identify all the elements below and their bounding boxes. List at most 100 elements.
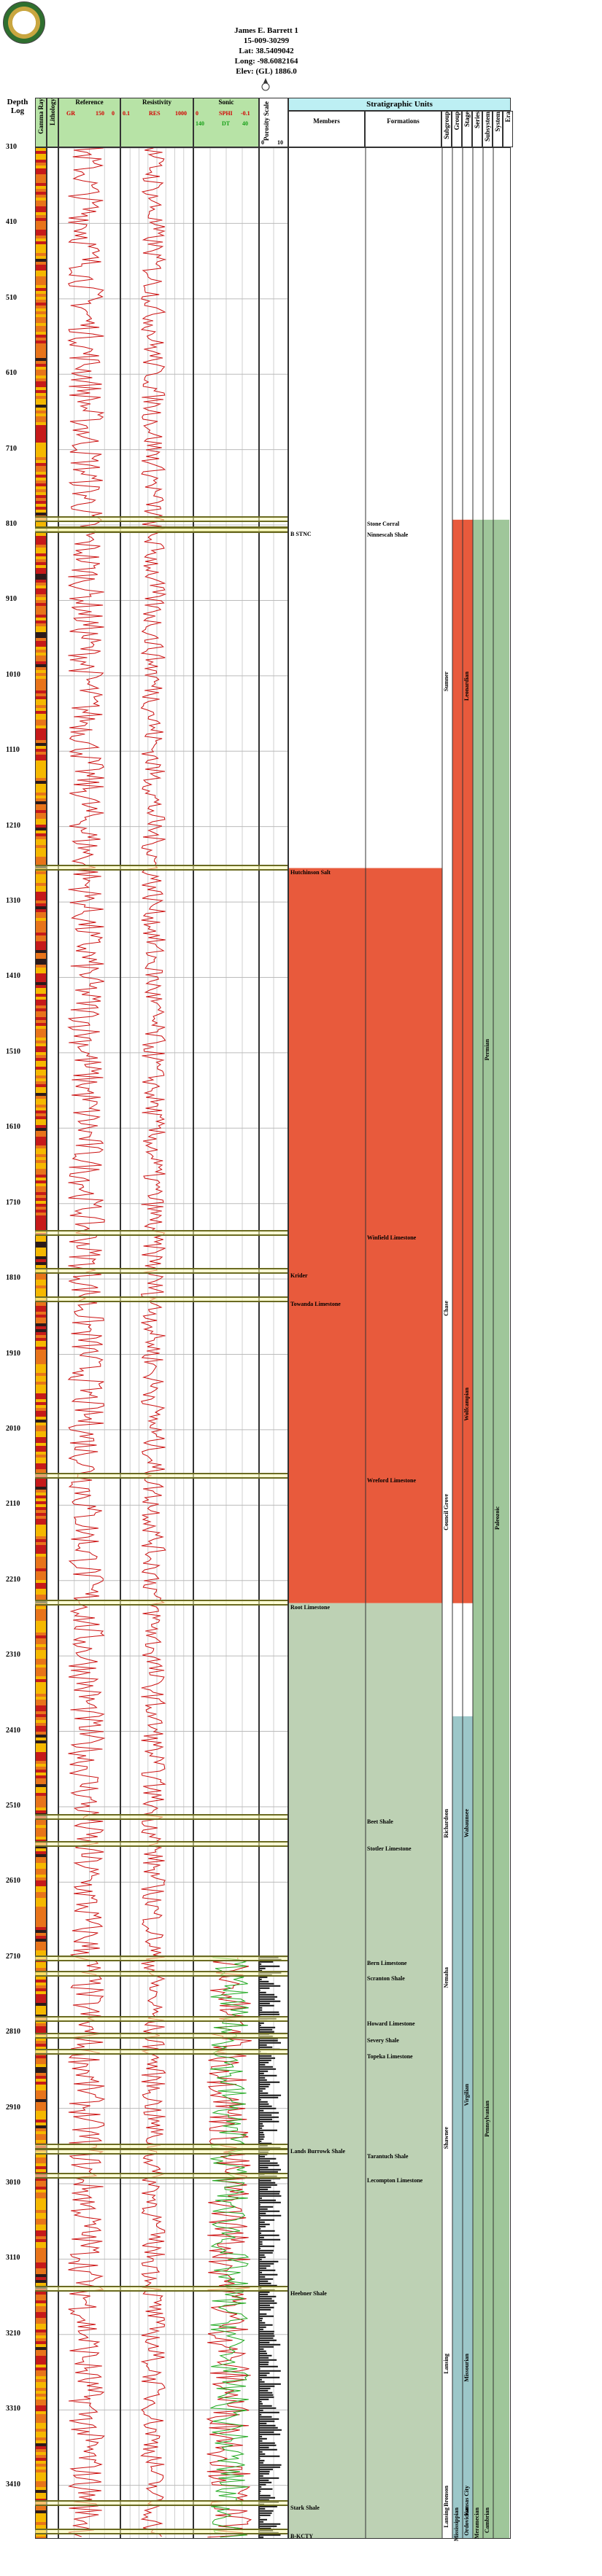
gr-color-cell (36, 1557, 46, 1560)
gr-color-cell (36, 935, 46, 938)
gr-color-cell (36, 746, 46, 749)
gr-color-cell (36, 2516, 46, 2519)
gr-color-cell (36, 1606, 46, 1609)
gr-color-cell (36, 291, 46, 294)
gr-color-cell (36, 825, 46, 828)
gr-color-cell (36, 2335, 46, 2338)
depth-label: 1410 (6, 972, 20, 981)
gr-color-cell (36, 2128, 46, 2131)
gr-color-cell (36, 644, 46, 647)
gr-color-cell (36, 443, 46, 445)
gr-color-cell (36, 585, 46, 588)
gr-color-cell (36, 1498, 46, 1501)
gr-color-cell (36, 1892, 46, 1895)
gr-color-cell (36, 352, 46, 355)
gr-color-cell (36, 848, 46, 851)
reference-title: Reference (75, 98, 104, 106)
gr-color-cell (36, 571, 46, 574)
gr-color-cell (36, 151, 46, 154)
formation-label: Towanda Limestone (290, 1301, 341, 1308)
gr-color-cell (36, 2297, 46, 2300)
gr-color-cell (36, 2087, 46, 2090)
depth-label: 2610 (6, 1877, 20, 1886)
formation-label: Heebner Shale (290, 2289, 327, 2297)
gr-color-cell (36, 941, 46, 944)
gr-color-cell (36, 623, 46, 626)
gr-color-cell (36, 708, 46, 711)
gr-color-cell (36, 565, 46, 568)
gr-color-cell (36, 1003, 46, 1005)
gr-color-cell (36, 521, 46, 524)
gr-color-cell (36, 1863, 46, 1866)
gr-color-cell (36, 1880, 46, 1883)
gr-color-cell (36, 690, 46, 693)
gr-color-cell (36, 2519, 46, 2522)
log-curve (209, 1957, 250, 2538)
depth-label: 3310 (6, 2405, 20, 2413)
gr-color-cell (36, 1828, 46, 1831)
gr-color-cell (36, 533, 46, 536)
formations-title: Formations (387, 117, 420, 125)
formation-top-band (35, 1599, 288, 1606)
gr-color-cell (36, 626, 46, 629)
gr-color-cell (36, 1673, 46, 1676)
gr-color-cell (36, 1084, 46, 1087)
formation-label: Tarantuch Shale (367, 2152, 409, 2160)
gr-color-cell (36, 241, 46, 244)
gr-color-cell (36, 2472, 46, 2475)
gr-color-cell (36, 2318, 46, 2321)
gr-color-cell (36, 230, 46, 233)
gr-color-cell (36, 959, 46, 962)
gr-color-cell (36, 1568, 46, 1571)
gr-color-cell (36, 1522, 46, 1525)
gr-color-cell (36, 553, 46, 556)
gr-color-cell (36, 638, 46, 641)
dt-min: 140 (196, 120, 204, 127)
formation-top-band (35, 2015, 288, 2022)
gr-color-cell (36, 1143, 46, 1145)
gr-color-cell (36, 650, 46, 653)
gr-min: 150 (96, 110, 104, 117)
gr-color-cell (36, 375, 46, 378)
gr-color-cell (36, 1078, 46, 1081)
gr-color-cell (36, 183, 46, 186)
gr-color-cell (36, 988, 46, 991)
lithology-title: Lithology (49, 98, 56, 126)
gr-color-cell (36, 1735, 46, 1738)
gr-color-cell (36, 2082, 46, 2085)
gr-color-cell (36, 1005, 46, 1008)
gr-color-cell (36, 1507, 46, 1510)
gr-color-cell (36, 1280, 46, 1283)
gr-color-cell (36, 1029, 46, 1032)
gr-color-cell (36, 1306, 46, 1309)
gr-color-cell (36, 463, 46, 466)
gr-color-cell (36, 253, 46, 256)
gr-color-cell (36, 1898, 46, 1901)
gr-color-cell (36, 2338, 46, 2341)
gr-color-cell (36, 1046, 46, 1049)
gr-color-cell (36, 1525, 46, 1528)
sonic-header: Sonic 0 SPHI -0.1 140 DT 40 (193, 98, 259, 147)
formation-top-band (35, 2172, 288, 2179)
gr-color-cell (36, 256, 46, 259)
gr-color-cell (36, 1968, 46, 1971)
gr-color-cell (36, 1154, 46, 1157)
bottom-unit-label: Mississippian (453, 2507, 460, 2541)
gr-color-cell (36, 1618, 46, 1621)
gr-color-cell (36, 1947, 46, 1950)
gr-color-cell (36, 1501, 46, 1504)
gr-color-cell (36, 238, 46, 241)
gr-color-cell (36, 2079, 46, 2082)
gr-color-cell (36, 2402, 46, 2405)
gr-color-cell (36, 1183, 46, 1186)
resistivity-track (120, 147, 193, 2539)
gr-color-cell (36, 568, 46, 571)
gr-color-cell (36, 1443, 46, 1446)
gr-color-cell (36, 1688, 46, 1691)
gr-color-cell (36, 877, 46, 880)
gr-color-cell (36, 1837, 46, 1840)
gr-color-cell (36, 311, 46, 314)
formation-top-band (35, 2500, 288, 2507)
gr-color-cell (36, 2157, 46, 2160)
depth-label: 1110 (6, 746, 20, 755)
